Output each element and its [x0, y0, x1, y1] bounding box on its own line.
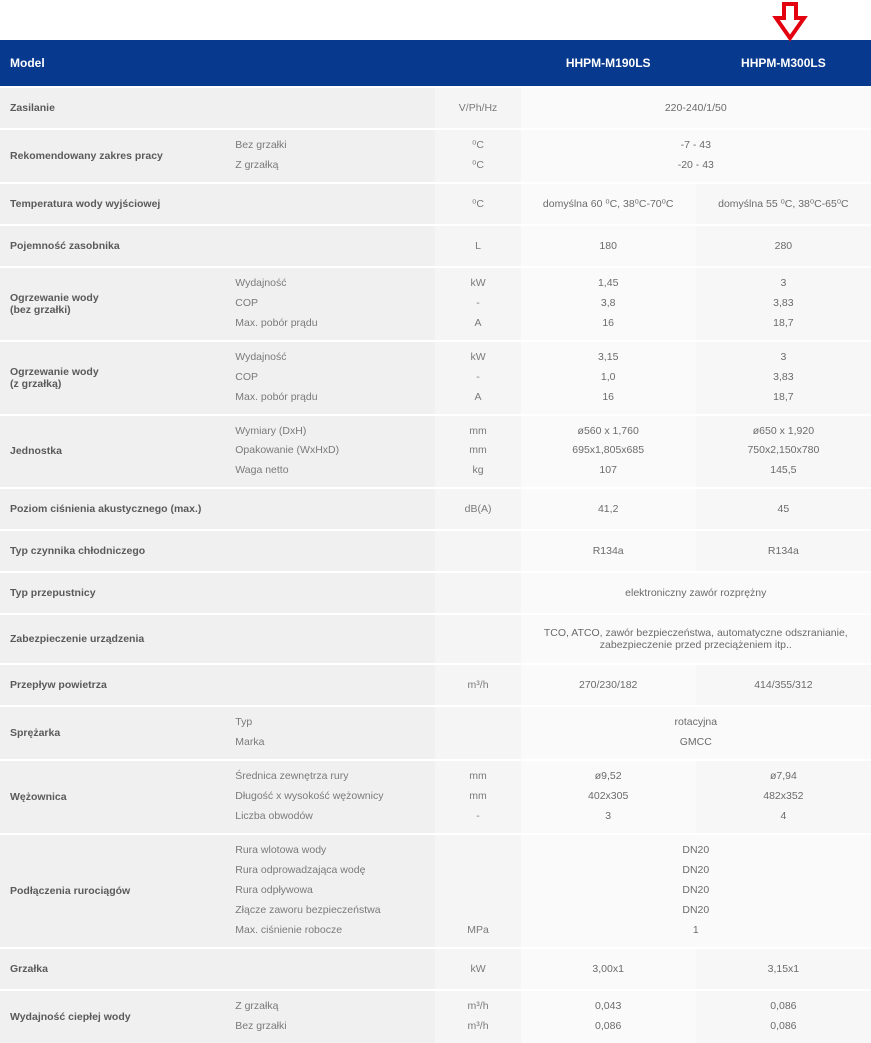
label: Wydajność ciepłej wody [0, 990, 225, 1043]
row-zasilanie: Zasilanie V/Ph/Hz 220-240/1/50 [0, 87, 871, 129]
value-col2: 3,15x1 [696, 948, 871, 990]
row-jednostka: Jednostka Wymiary (DxH) Opakowanie (WxHx… [0, 415, 871, 489]
row-ogrzewanie-bez: Ogrzewanie wody (bez grzałki) Wydajność … [0, 267, 871, 341]
row-przeplyw: Przepływ powietrza m³/h 270/230/182 414/… [0, 664, 871, 706]
row-zakres-pracy: Rekomendowany zakres pracy Bez grzałki Z… [0, 129, 871, 183]
unit [435, 572, 520, 614]
label: Pojemność zasobnika [0, 225, 435, 267]
units: MPa [435, 834, 520, 948]
header-col-m300: HHPM-M300LS [696, 40, 871, 87]
label: Sprężarka [0, 706, 225, 760]
label: Rekomendowany zakres pracy [0, 129, 225, 183]
value-col1: 270/230/182 [521, 664, 696, 706]
value-merged: 220-240/1/50 [521, 87, 871, 129]
label: Ogrzewanie wody (z grzałką) [0, 341, 225, 415]
value-col1: 3,00x1 [521, 948, 696, 990]
label: Poziom ciśnienia akustycznego (max.) [0, 488, 435, 530]
unit: V/Ph/Hz [435, 87, 520, 129]
units: kW - A [435, 341, 520, 415]
unit: m³/h [435, 664, 520, 706]
value-col2: 280 [696, 225, 871, 267]
values-merged: -7 - 43 -20 - 43 [521, 129, 871, 183]
unit: ⁰C [435, 183, 520, 225]
sublabels: Rura wlotowa wody Rura odprowadzająca wo… [225, 834, 435, 948]
value-col1: 41,2 [521, 488, 696, 530]
header-model-label: Model [0, 40, 521, 87]
row-cisnienie-akustyczne: Poziom ciśnienia akustycznego (max.) dB(… [0, 488, 871, 530]
highlight-arrow [0, 0, 871, 40]
table-header: Model HHPM-M190LS HHPM-M300LS [0, 40, 871, 87]
values-merged: DN20 DN20 DN20 DN20 1 [521, 834, 871, 948]
units: kW - A [435, 267, 520, 341]
spec-table: Model HHPM-M190LS HHPM-M300LS Zasilanie … [0, 40, 871, 1043]
sublabels: Wymiary (DxH) Opakowanie (WxHxD) Waga ne… [225, 415, 435, 489]
unit: L [435, 225, 520, 267]
value-merged: TCO, ATCO, zawór bezpieczeństwa, automat… [521, 614, 871, 664]
value-col2: 45 [696, 488, 871, 530]
unit [435, 706, 520, 760]
unit [435, 530, 520, 572]
sublabels: Wydajność COP Max. pobór prądu [225, 267, 435, 341]
row-przepustnicy: Typ przepustnicy elektroniczny zawór roz… [0, 572, 871, 614]
units: m³/h m³/h [435, 990, 520, 1043]
values-col1: ø560 x 1,760 695x1,805x685 107 [521, 415, 696, 489]
sublabels: Bez grzałki Z grzałką [225, 129, 435, 183]
label: Temperatura wody wyjściowej [0, 183, 435, 225]
label: Jednostka [0, 415, 225, 489]
sublabels: Wydajność COP Max. pobór prądu [225, 341, 435, 415]
sublabels: Typ Marka [225, 706, 435, 760]
row-ogrzewanie-z: Ogrzewanie wody (z grzałką) Wydajność CO… [0, 341, 871, 415]
label: Podłączenia rurociągów [0, 834, 225, 948]
row-temp-wody: Temperatura wody wyjściowej ⁰C domyślna … [0, 183, 871, 225]
label: Typ przepustnicy [0, 572, 435, 614]
label: Typ czynnika chłodniczego [0, 530, 435, 572]
values-col1: 3,15 1,0 16 [521, 341, 696, 415]
values-col2: 0,086 0,086 [696, 990, 871, 1043]
unit: kW [435, 948, 520, 990]
values-col2: ø7,94 482x352 4 [696, 760, 871, 834]
unit: dB(A) [435, 488, 520, 530]
value-col1: R134a [521, 530, 696, 572]
values-col1: 1,45 3,8 16 [521, 267, 696, 341]
row-zabezpieczenie: Zabezpieczenie urządzenia TCO, ATCO, zaw… [0, 614, 871, 664]
row-pojemnosc: Pojemność zasobnika L 180 280 [0, 225, 871, 267]
values-col1: 0,043 0,086 [521, 990, 696, 1043]
label: Przepływ powietrza [0, 664, 435, 706]
value-col2: R134a [696, 530, 871, 572]
values-merged: rotacyjna GMCC [521, 706, 871, 760]
sublabels: Z grzałką Bez grzałki [225, 990, 435, 1043]
row-czynnik: Typ czynnika chłodniczego R134a R134a [0, 530, 871, 572]
values-col2: 3 3,83 18,7 [696, 341, 871, 415]
values-col2: 3 3,83 18,7 [696, 267, 871, 341]
label: Grzałka [0, 948, 435, 990]
label: Zabezpieczenie urządzenia [0, 614, 435, 664]
label: Zasilanie [0, 87, 435, 129]
value-col1: 180 [521, 225, 696, 267]
label: Ogrzewanie wody (bez grzałki) [0, 267, 225, 341]
unit [435, 614, 520, 664]
row-grzalka: Grzałka kW 3,00x1 3,15x1 [0, 948, 871, 990]
row-sprezarka: Sprężarka Typ Marka rotacyjna GMCC [0, 706, 871, 760]
sublabels: Średnica zewnętrza rury Długość x wysoko… [225, 760, 435, 834]
header-col-m190: HHPM-M190LS [521, 40, 696, 87]
value-col2: 414/355/312 [696, 664, 871, 706]
value-col1: domyślna 60 ⁰C, 38⁰C-70⁰C [521, 183, 696, 225]
units: mm mm - [435, 760, 520, 834]
value-col2: domyślna 55 ⁰C, 38⁰C-65⁰C [696, 183, 871, 225]
value-merged: elektroniczny zawór rozprężny [521, 572, 871, 614]
units: mm mm kg [435, 415, 520, 489]
units: ⁰C ⁰C [435, 129, 520, 183]
row-wydajnosc-cw: Wydajność ciepłej wody Z grzałką Bez grz… [0, 990, 871, 1043]
row-wezownica: Wężownica Średnica zewnętrza rury Długoś… [0, 760, 871, 834]
label: Wężownica [0, 760, 225, 834]
values-col2: ø650 x 1,920 750x2,150x780 145,5 [696, 415, 871, 489]
values-col1: ø9,52 402x305 3 [521, 760, 696, 834]
row-podlaczenia: Podłączenia rurociągów Rura wlotowa wody… [0, 834, 871, 948]
